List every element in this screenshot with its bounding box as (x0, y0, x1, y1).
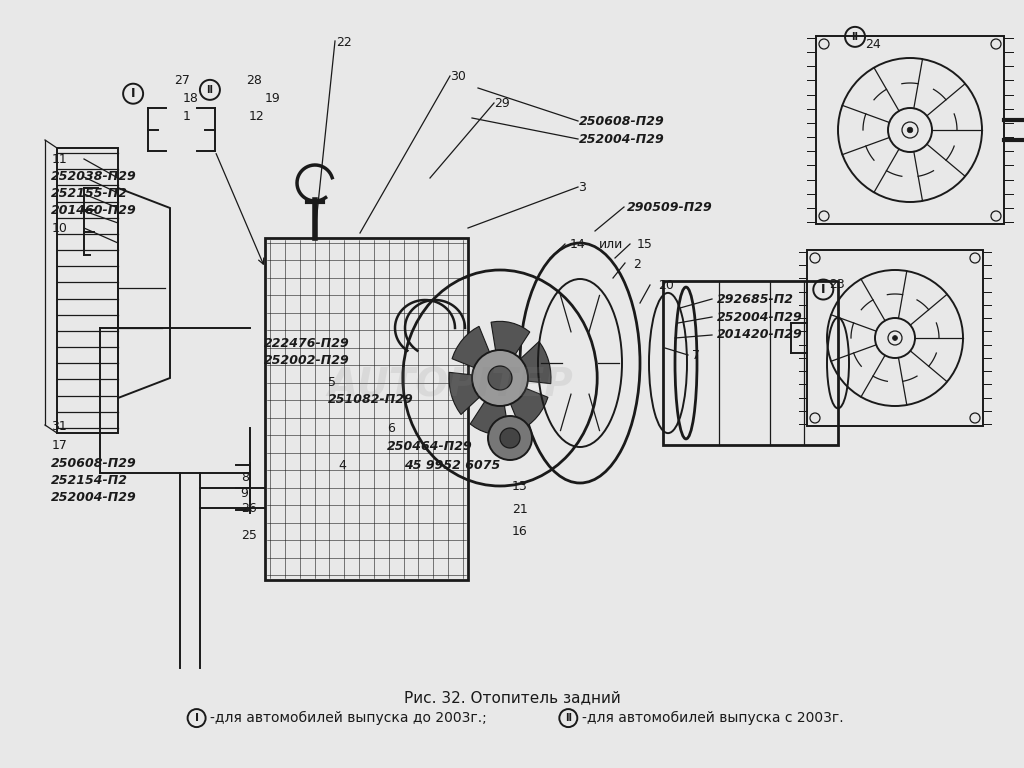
Text: 13: 13 (512, 480, 527, 492)
Text: II: II (207, 84, 213, 95)
Text: 252002-П29: 252002-П29 (264, 355, 350, 367)
Text: 23: 23 (829, 278, 845, 290)
Text: 252155-П2: 252155-П2 (51, 187, 128, 200)
Text: 7: 7 (692, 349, 700, 362)
Text: 5: 5 (328, 376, 336, 389)
Text: 201420-П29: 201420-П29 (717, 329, 803, 341)
Circle shape (488, 366, 512, 390)
Polygon shape (505, 382, 548, 429)
Text: 26: 26 (241, 502, 256, 515)
Text: 9: 9 (241, 487, 249, 499)
Text: 252154-П2: 252154-П2 (51, 474, 128, 486)
Text: АUTOPITEP: АUTOPITEP (328, 366, 573, 405)
Text: 1: 1 (182, 111, 190, 123)
Text: 25: 25 (241, 529, 257, 541)
Text: 16: 16 (512, 525, 527, 538)
Text: II: II (852, 31, 858, 42)
Polygon shape (492, 321, 529, 367)
Text: 6: 6 (387, 422, 395, 435)
Text: Рис. 32. Отопитель задний: Рис. 32. Отопитель задний (403, 690, 621, 705)
Text: или: или (599, 238, 624, 250)
Text: 252004-П29: 252004-П29 (717, 311, 803, 323)
Circle shape (893, 336, 897, 340)
Text: 20: 20 (658, 280, 675, 292)
Text: 30: 30 (451, 71, 467, 83)
Text: 201460-П29: 201460-П29 (51, 204, 137, 217)
Text: -для автомобилей выпуска до 2003г.;: -для автомобилей выпуска до 2003г.; (210, 711, 486, 725)
Text: 14: 14 (569, 238, 585, 250)
Text: 19: 19 (264, 92, 280, 104)
Circle shape (472, 350, 528, 406)
Text: 17: 17 (51, 439, 68, 452)
Polygon shape (470, 389, 509, 435)
Text: 11: 11 (51, 154, 67, 166)
Text: 292685-П2: 292685-П2 (717, 293, 794, 306)
Text: 290509-П29: 290509-П29 (627, 201, 713, 214)
Text: 250464-П29: 250464-П29 (387, 441, 473, 453)
Circle shape (500, 428, 520, 448)
Text: 3: 3 (579, 181, 587, 194)
Text: 8: 8 (241, 472, 249, 484)
Text: 2: 2 (633, 258, 641, 270)
Text: 18: 18 (182, 92, 199, 104)
Text: 4: 4 (338, 459, 346, 472)
Circle shape (488, 416, 532, 460)
Text: 15: 15 (637, 238, 653, 250)
Polygon shape (452, 326, 495, 373)
Text: 28: 28 (246, 74, 262, 87)
Text: 24: 24 (865, 38, 881, 51)
Text: 12: 12 (249, 111, 264, 123)
Text: 27: 27 (174, 74, 190, 87)
Polygon shape (509, 342, 551, 384)
Text: 31: 31 (51, 420, 67, 432)
Text: 45 9952 6075: 45 9952 6075 (404, 459, 501, 472)
Text: II: II (565, 713, 571, 723)
Text: 21: 21 (512, 503, 527, 515)
Text: 250608-П29: 250608-П29 (51, 457, 137, 469)
Text: I: I (195, 713, 199, 723)
Circle shape (907, 127, 912, 133)
Text: 250608-П29: 250608-П29 (579, 115, 665, 127)
Text: 251082-П29: 251082-П29 (328, 393, 414, 406)
Text: I: I (821, 283, 825, 296)
Polygon shape (449, 372, 490, 415)
Text: -для автомобилей выпуска с 2003г.: -для автомобилей выпуска с 2003г. (582, 711, 843, 725)
Text: 29: 29 (495, 98, 510, 110)
Text: 252004-П29: 252004-П29 (579, 134, 665, 146)
Text: 22: 22 (336, 36, 351, 48)
Text: 252004-П29: 252004-П29 (51, 492, 137, 504)
Text: 252038-П29: 252038-П29 (51, 170, 137, 183)
Text: 222476-П29: 222476-П29 (264, 337, 350, 349)
Text: 10: 10 (51, 222, 68, 234)
Text: I: I (131, 88, 135, 100)
